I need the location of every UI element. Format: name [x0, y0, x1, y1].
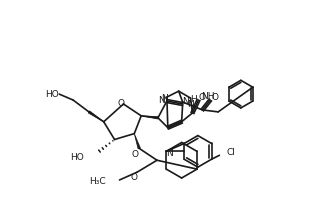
Text: N: N — [182, 97, 189, 105]
Text: HO: HO — [46, 90, 59, 99]
Text: N: N — [158, 95, 165, 105]
Text: N: N — [166, 149, 173, 158]
Text: O: O — [131, 173, 138, 182]
Text: NH: NH — [201, 92, 215, 101]
Text: HO: HO — [70, 153, 84, 162]
Text: H: H — [191, 95, 197, 104]
Text: O: O — [118, 99, 125, 108]
Text: O: O — [212, 93, 219, 102]
Polygon shape — [88, 111, 104, 122]
Polygon shape — [134, 134, 140, 149]
Text: O: O — [132, 150, 139, 159]
Text: O: O — [199, 93, 206, 102]
Text: Cl: Cl — [226, 148, 235, 157]
Text: H₃C: H₃C — [89, 177, 106, 186]
Text: N: N — [162, 94, 168, 103]
Polygon shape — [141, 116, 158, 119]
Text: N: N — [188, 100, 194, 109]
